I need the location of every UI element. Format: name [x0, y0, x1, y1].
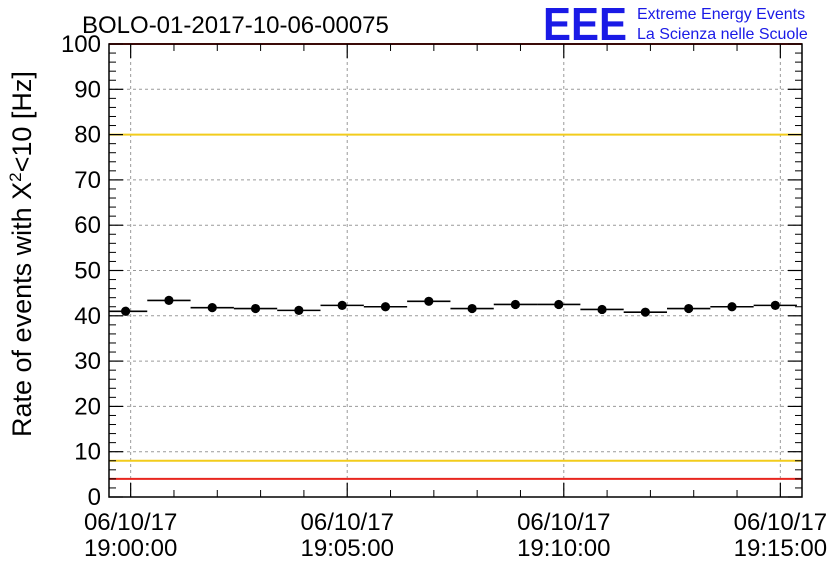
data-point: [727, 302, 737, 312]
chart-title: BOLO-01-2017-10-06-00075: [82, 12, 389, 39]
y-axis-label-main: Rate of events with X: [7, 182, 37, 437]
y-axis-label-tail: <10 [Hz]: [7, 71, 37, 172]
data-point: [424, 296, 434, 306]
data-point: [510, 299, 521, 310]
x-tick-date: 06/10/17: [301, 509, 394, 536]
x-tick-time: 19:05:00: [301, 535, 394, 562]
y-tick-label: 80: [74, 122, 101, 149]
x-tick-date: 06/10/17: [734, 509, 827, 536]
y-axis-label: Rate of events with X2<10 [Hz]: [6, 71, 37, 437]
data-point: [250, 303, 261, 314]
data-point: [207, 303, 217, 313]
y-tick-label: 70: [74, 167, 101, 194]
data-point: [554, 299, 564, 310]
x-tick-time: 19:10:00: [517, 535, 610, 562]
y-tick-label: 50: [74, 258, 101, 285]
y-tick-label: 40: [74, 303, 101, 330]
data-series: [109, 295, 797, 317]
data-point: [684, 303, 694, 314]
data-point: [597, 304, 607, 315]
x-tick-time: 19:00:00: [84, 535, 177, 562]
y-tick-label: 60: [74, 212, 101, 239]
grid: [109, 44, 802, 497]
data-point: [640, 307, 650, 317]
y-axis-label-superscript: 2: [6, 172, 25, 181]
logo-line-2: La Scienza nelle Scuole: [637, 26, 808, 43]
x-tick-time: 19:15:00: [734, 535, 827, 562]
y-tick-label: 0: [88, 484, 101, 511]
x-tick-date: 06/10/17: [84, 509, 177, 536]
logo-line-1: Extreme Energy Events: [637, 6, 805, 23]
data-point: [121, 306, 131, 316]
data-point: [164, 295, 174, 305]
data-point: [467, 303, 477, 314]
eee-logo: EEE Extreme Energy Events La Scienza nel…: [543, 0, 808, 50]
data-point: [337, 300, 347, 310]
y-tick-label: 90: [74, 76, 101, 103]
data-point: [294, 305, 304, 315]
y-tick-label: 20: [74, 393, 101, 420]
data-point: [770, 300, 780, 310]
x-axis: 06/10/1719:00:0006/10/1719:05:0006/10/17…: [84, 44, 827, 562]
y-axis: 0 10 20 30 40 50 60 70 80 90 100: [61, 31, 802, 511]
x-tick-date: 06/10/17: [517, 509, 610, 536]
logo-mark: EEE: [543, 0, 627, 50]
y-tick-label: 30: [74, 348, 101, 375]
y-tick-label: 100: [61, 31, 101, 58]
plot-frame: [108, 43, 803, 498]
y-tick-label: 10: [74, 439, 101, 466]
data-point: [380, 302, 391, 312]
reference-lines: [109, 43, 802, 480]
